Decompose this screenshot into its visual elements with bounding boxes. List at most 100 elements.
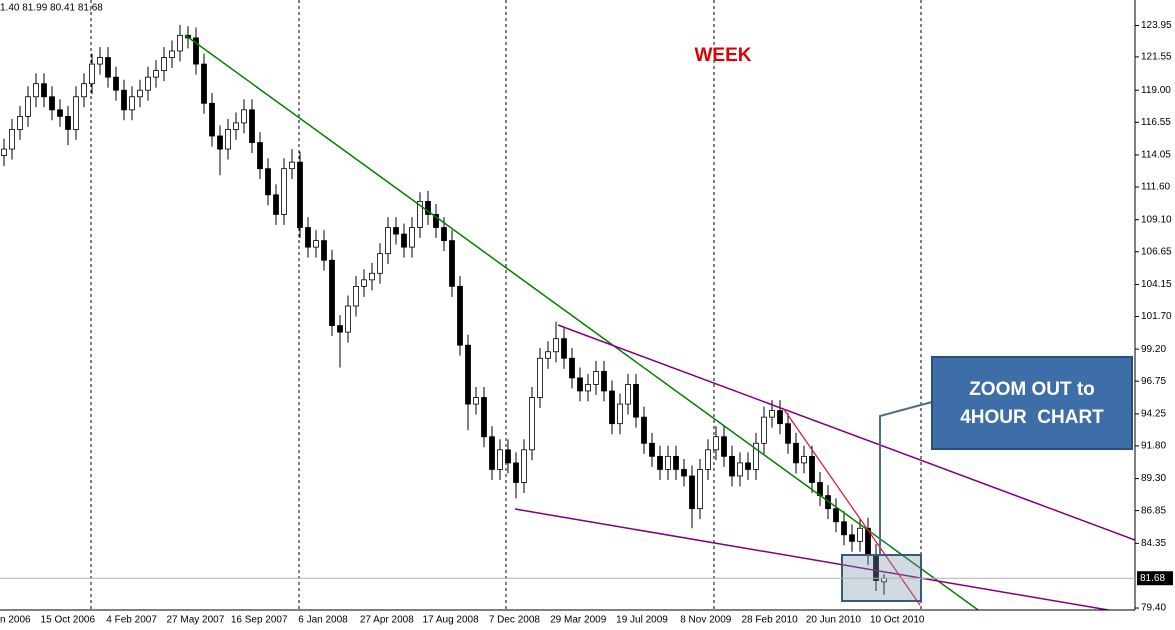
candle-body	[585, 384, 591, 392]
candle-body	[809, 455, 815, 483]
candle-body	[577, 377, 583, 392]
candle-body	[609, 390, 615, 425]
candle-body	[385, 227, 391, 255]
candle-body	[745, 462, 751, 470]
y-tick-label: 84.35	[1141, 538, 1166, 549]
candle-body	[497, 449, 503, 470]
y-tick-label: 116.55	[1141, 117, 1171, 128]
trend-line	[557, 324, 1135, 541]
x-tick-label: 19 Jul 2009	[616, 615, 668, 626]
y-tick-label: 114.05	[1141, 150, 1171, 161]
candle-body	[729, 455, 735, 477]
y-tick-label: 89.30	[1141, 473, 1166, 484]
candle-body	[225, 129, 231, 150]
candle-body	[73, 96, 79, 130]
candle-body	[457, 285, 463, 346]
candle-body	[417, 200, 423, 228]
candle-body	[17, 115, 23, 130]
candle-body	[105, 57, 111, 78]
candle-body	[673, 455, 679, 470]
x-tick-label: 7 Dec 2008	[489, 615, 541, 626]
candle-body	[81, 83, 87, 98]
candle-body	[433, 214, 439, 228]
candle-body	[361, 279, 367, 287]
candle-body	[393, 227, 399, 235]
callout-text: ZOOM OUT to	[969, 379, 1095, 400]
y-tick-label: 96.75	[1141, 376, 1166, 387]
candle-body	[209, 102, 215, 137]
x-tick-label: 27 May 2007	[166, 615, 224, 626]
candle-body	[273, 194, 279, 215]
timeframe-label: WEEK	[695, 45, 752, 66]
x-tick-label: 29 Mar 2009	[550, 615, 607, 626]
candle-body	[97, 57, 103, 65]
candle-body	[521, 449, 527, 483]
candle-body	[297, 161, 303, 228]
candle-body	[113, 76, 119, 91]
candle-body	[529, 397, 535, 451]
candle-body	[761, 416, 767, 444]
last-price-box	[1137, 571, 1173, 586]
candle-body	[353, 285, 359, 307]
candle-body	[465, 344, 471, 405]
candle-body	[49, 96, 55, 111]
trend-line	[514, 508, 1113, 610]
candle-body	[705, 449, 711, 470]
y-tick-label: 94.25	[1141, 408, 1166, 419]
candle-body	[801, 455, 807, 464]
candle-body	[313, 240, 319, 248]
candle-body	[785, 423, 791, 444]
y-tick-label: 109.10	[1141, 214, 1172, 225]
candle-body	[697, 469, 703, 510]
candle-body	[369, 272, 375, 281]
candle-body	[121, 89, 127, 111]
candle-body	[169, 50, 175, 58]
candle-body	[425, 200, 431, 215]
ohlc-header: 1.40 81.99 80.41 81.68	[0, 3, 103, 14]
candle-body	[89, 63, 95, 85]
candle-body	[721, 436, 727, 457]
candle-body	[337, 325, 343, 333]
x-tick-label: 8 Nov 2009	[680, 615, 732, 626]
x-tick-label: 6 Jan 2008	[298, 615, 348, 626]
y-tick-label: 119.00	[1141, 85, 1171, 96]
candle-body	[553, 338, 559, 353]
candle-body	[161, 57, 167, 72]
candle-body	[305, 227, 311, 248]
candle-body	[657, 455, 663, 470]
trend-line	[782, 407, 921, 606]
candle-body	[633, 384, 639, 418]
candle-body	[249, 109, 255, 143]
candle-body	[681, 469, 687, 477]
candle-body	[665, 455, 671, 470]
candle-body	[129, 96, 135, 111]
candle-body	[617, 403, 623, 425]
candle-body	[649, 442, 655, 457]
candle-body	[833, 508, 839, 523]
x-tick-label: 28 Feb 2010	[742, 615, 799, 626]
y-tick-label: 99.20	[1141, 344, 1166, 355]
trend-line	[184, 34, 980, 610]
candle-body	[329, 259, 335, 326]
candle-body	[201, 63, 207, 104]
candle-body	[377, 253, 383, 274]
y-tick-label: 104.15	[1141, 279, 1172, 290]
candle-body	[409, 227, 415, 248]
candle-body	[289, 161, 295, 170]
candles	[1, 24, 887, 595]
candle-body	[25, 96, 31, 117]
y-tick-label: 101.70	[1141, 311, 1172, 322]
candle-body	[777, 410, 783, 425]
candle-body	[257, 142, 263, 170]
candle-body	[193, 37, 199, 65]
candle-body	[345, 305, 351, 333]
candle-body	[57, 109, 63, 117]
x-tick-label: 20 Jun 2010	[806, 615, 861, 626]
candle-body	[569, 357, 575, 379]
x-tick-label: 10 Oct 2010	[870, 615, 925, 626]
candle-body	[177, 34, 183, 52]
candle-body	[281, 168, 287, 215]
candle-body	[545, 351, 551, 359]
x-tick-label: 4 Feb 2007	[106, 615, 157, 626]
candle-body	[65, 115, 71, 130]
